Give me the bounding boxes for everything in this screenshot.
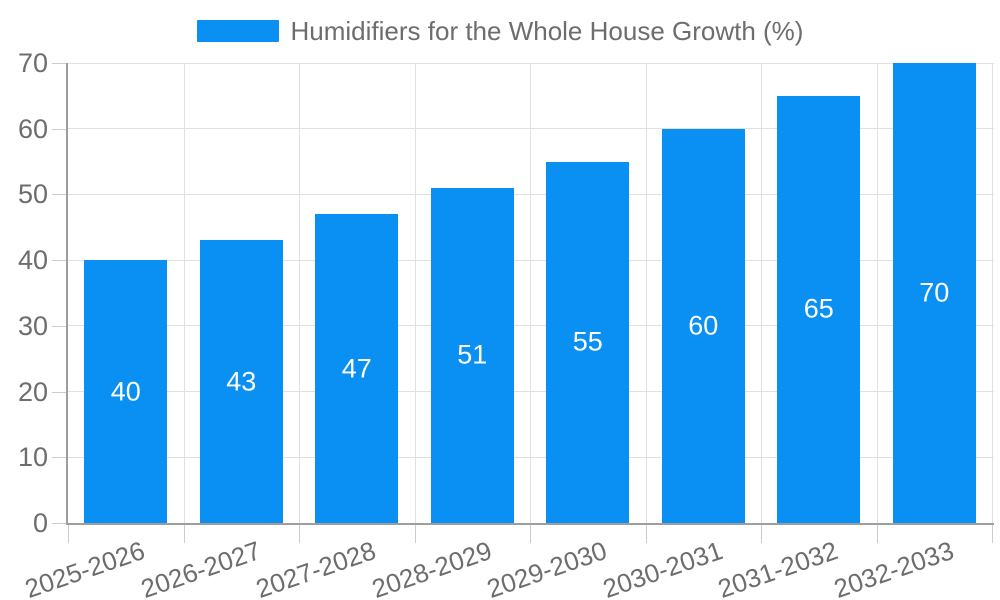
- x-tick-mark: [68, 523, 69, 543]
- y-gridline: [68, 325, 994, 327]
- y-tick-label: 0: [32, 508, 48, 538]
- bar[interactable]: [315, 214, 399, 523]
- x-tick-label: 2030-2031: [599, 535, 727, 600]
- x-tick-mark: [761, 523, 762, 543]
- bar[interactable]: [430, 187, 514, 523]
- y-tick-label: 50: [17, 179, 48, 210]
- y-tick-mark: [52, 63, 68, 64]
- y-gridline: [68, 193, 994, 195]
- bar[interactable]: [199, 240, 283, 523]
- y-tick-label: 10: [17, 442, 48, 473]
- x-tick-label: 2028-2029: [368, 535, 496, 600]
- y-tick-label: 30: [17, 310, 48, 341]
- x-gridline: [992, 63, 993, 523]
- x-tick-label: 2025-2026: [21, 535, 149, 600]
- y-axis-line: [66, 63, 68, 525]
- x-gridline: [299, 63, 300, 523]
- x-tick-label: 2031-2032: [714, 535, 842, 600]
- y-tick-mark: [52, 325, 68, 327]
- x-gridline: [645, 63, 647, 523]
- legend-label: Humidifiers for the Whole House Growth (…: [290, 15, 804, 46]
- y-tick-mark: [52, 523, 68, 524]
- x-tick-label: 2027-2028: [252, 535, 380, 600]
- bar-value-label: 55: [572, 326, 603, 357]
- x-tick-mark: [530, 523, 531, 543]
- x-tick-label: 2032-2033: [830, 535, 958, 600]
- bar-value-label: 43: [226, 366, 257, 397]
- bar-value-label: 60: [688, 310, 719, 341]
- bar[interactable]: [661, 128, 745, 523]
- y-tick-mark: [52, 260, 68, 262]
- bar[interactable]: [892, 63, 976, 523]
- y-gridline: [68, 456, 994, 458]
- x-gridline: [876, 63, 878, 523]
- y-gridline: [68, 391, 994, 393]
- y-tick-label: 70: [17, 48, 48, 78]
- bar[interactable]: [84, 260, 168, 523]
- bar-value-label: 70: [919, 277, 950, 308]
- bar[interactable]: [546, 161, 630, 523]
- x-tick-label: 2026-2027: [137, 535, 265, 600]
- y-gridline: [68, 128, 994, 130]
- legend-swatch: [196, 20, 279, 42]
- y-tick-label: 60: [17, 113, 48, 144]
- legend[interactable]: Humidifiers for the Whole House Growth (…: [0, 15, 1000, 46]
- y-tick-mark: [52, 457, 68, 459]
- x-gridline: [530, 63, 531, 523]
- bar-value-label: 40: [110, 376, 141, 407]
- x-tick-mark: [299, 523, 300, 543]
- x-tick-mark: [414, 523, 416, 543]
- y-tick-label: 40: [17, 245, 48, 276]
- x-tick-mark: [876, 523, 878, 543]
- y-gridline: [68, 259, 994, 261]
- x-axis-line: [66, 523, 994, 525]
- x-gridline: [414, 63, 416, 523]
- y-tick-mark: [52, 194, 68, 196]
- x-tick-label: 2029-2030: [483, 535, 611, 600]
- bar-value-label: 51: [457, 339, 488, 370]
- y-gridline: [68, 62, 994, 64]
- x-tick-mark: [645, 523, 647, 543]
- y-tick-mark: [52, 391, 68, 393]
- bar-value-label: 47: [341, 353, 372, 384]
- x-gridline: [761, 63, 762, 523]
- y-tick-label: 20: [17, 376, 48, 407]
- x-tick-mark: [992, 523, 993, 543]
- x-gridline: [183, 63, 185, 523]
- x-tick-mark: [183, 523, 185, 543]
- bar-value-label: 65: [803, 293, 834, 324]
- y-tick-mark: [52, 128, 68, 130]
- bar[interactable]: [777, 95, 861, 523]
